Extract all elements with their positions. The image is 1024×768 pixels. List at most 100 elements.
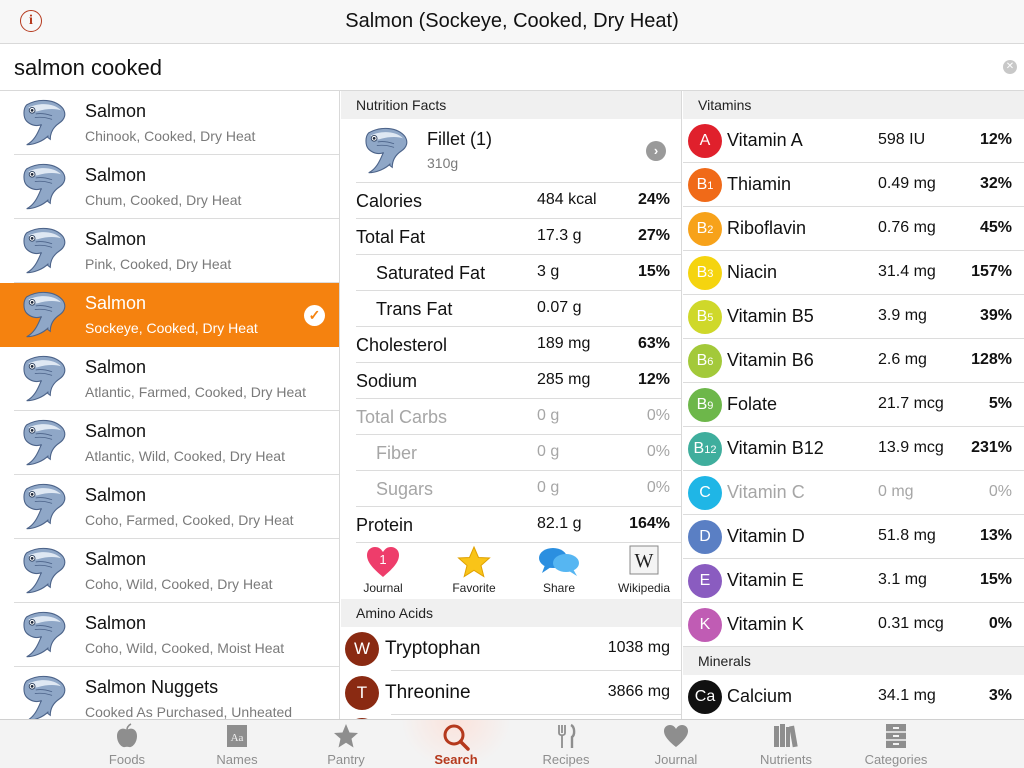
wikipedia-button[interactable]: W Wikipedia xyxy=(609,543,679,599)
amino-row[interactable]: T Threonine 3866 mg xyxy=(341,671,681,715)
nutrient-percent: 12% xyxy=(637,371,670,388)
serving-selector[interactable]: Fillet (1) 310g › xyxy=(341,119,681,183)
fish-thumbnail xyxy=(14,287,72,343)
vitamin-row[interactable]: A Vitamin A 598 IU 12% xyxy=(683,119,1024,163)
vitamin-row[interactable]: B6 Vitamin B6 2.6 mg 128% xyxy=(683,339,1024,383)
fish-icon xyxy=(23,163,66,210)
nutrient-row[interactable]: Calories 484 kcal 24% xyxy=(341,183,681,219)
list-item[interactable]: Salmon Coho, Wild, Cooked, Moist Heat xyxy=(0,603,339,667)
list-item[interactable]: Salmon Atlantic, Farmed, Cooked, Dry Heat xyxy=(0,347,339,411)
nutrient-row[interactable]: Trans Fat 0.07 g xyxy=(341,291,681,327)
vitamin-badge-number: 5 xyxy=(707,312,714,324)
tab-journal[interactable]: Journal xyxy=(621,720,731,768)
vitamin-row[interactable]: B9 Folate 21.7 mcg 5% xyxy=(683,383,1024,427)
vitamin-row[interactable]: C Vitamin C 0 mg 0% xyxy=(683,471,1024,515)
vitamin-row[interactable]: B5 Vitamin B5 3.9 mg 39% xyxy=(683,295,1024,339)
tab-nutrients[interactable]: Nutrients xyxy=(731,720,841,768)
food-description: Coho, Wild, Cooked, Moist Heat xyxy=(85,640,285,656)
tab-names[interactable]: Aa Names xyxy=(182,720,292,768)
tab-foods[interactable]: Foods xyxy=(72,720,182,768)
tab-categories[interactable]: Categories xyxy=(841,720,951,768)
nutrient-value: 0 g xyxy=(537,443,560,460)
vitamin-name: Vitamin D xyxy=(727,526,805,546)
list-item[interactable]: Salmon Nuggets Cooked As Purchased, Unhea… xyxy=(0,667,339,719)
vitamin-value: 2.6 mg xyxy=(878,351,927,368)
fish-thumbnail xyxy=(14,415,72,471)
tab-recipes[interactable]: Recipes xyxy=(511,720,621,768)
vitamin-badge: B5 xyxy=(688,300,722,334)
fish-icon xyxy=(23,355,66,402)
nutrient-row[interactable]: Fiber 0 g 0% xyxy=(341,435,681,471)
amino-badge: W xyxy=(345,632,379,666)
nutrient-row[interactable]: Protein 82.1 g 164% xyxy=(341,507,681,543)
mineral-badge: Ca xyxy=(688,680,722,714)
list-item[interactable]: Salmon Coho, Wild, Cooked, Dry Heat xyxy=(0,539,339,603)
vitamin-percent: 12% xyxy=(979,131,1012,148)
fish-icon xyxy=(23,547,66,594)
nutrient-row[interactable]: Sodium 285 mg 12% xyxy=(341,363,681,399)
list-item[interactable]: Salmon Chum, Cooked, Dry Heat xyxy=(0,155,339,219)
list-item[interactable]: Salmon Pink, Cooked, Dry Heat xyxy=(0,219,339,283)
nutrient-value: 82.1 g xyxy=(537,515,582,532)
divider xyxy=(14,474,339,475)
vitamin-row[interactable]: B1 Thiamin 0.49 mg 32% xyxy=(683,163,1024,207)
clear-search-icon[interactable]: ✕ xyxy=(1003,60,1017,74)
amino-badge-peek xyxy=(345,718,379,719)
fork-knife-icon xyxy=(553,723,579,754)
vitamin-row[interactable]: B3 Niacin 31.4 mg 157% xyxy=(683,251,1024,295)
nutrient-percent: 0% xyxy=(646,479,670,496)
info-icon[interactable]: i xyxy=(20,10,42,32)
list-item[interactable]: Salmon Sockeye, Cooked, Dry Heat ✓ xyxy=(0,283,339,347)
mineral-percent: 3% xyxy=(988,687,1012,704)
vitamin-row[interactable]: K Vitamin K 0.31 mcg 0% xyxy=(683,603,1024,647)
vitamin-badge-number: 3 xyxy=(707,268,714,280)
nutrient-name: Sugars xyxy=(376,479,434,499)
svg-text:Aa: Aa xyxy=(231,732,244,744)
nutrient-name: Sodium xyxy=(356,371,418,391)
share-button[interactable]: Share xyxy=(524,543,594,599)
list-item[interactable]: Salmon Chinook, Cooked, Dry Heat xyxy=(0,91,339,155)
vitamin-badge: B3 xyxy=(688,256,722,290)
nutrient-name: Cholesterol xyxy=(356,335,448,355)
chevron-right-icon[interactable]: › xyxy=(646,141,666,161)
search-input[interactable] xyxy=(14,51,974,85)
tab-search[interactable]: Search xyxy=(401,720,511,768)
nutrient-row[interactable]: Sugars 0 g 0% xyxy=(341,471,681,507)
nutrient-value: 17.3 g xyxy=(537,227,582,244)
divider xyxy=(683,470,1024,471)
vitamin-row[interactable]: B2 Riboflavin 0.76 mg 45% xyxy=(683,207,1024,251)
nutrient-row[interactable]: Total Carbs 0 g 0% xyxy=(341,399,681,435)
food-description: Coho, Wild, Cooked, Dry Heat xyxy=(85,576,273,592)
food-name: Salmon xyxy=(85,421,147,441)
divider xyxy=(683,426,1024,427)
vitamin-badge-number: 9 xyxy=(707,400,714,412)
nutrient-value: 3 g xyxy=(537,263,560,280)
vitamin-row[interactable]: E Vitamin E 3.1 mg 15% xyxy=(683,559,1024,603)
food-list[interactable]: Salmon Chinook, Cooked, Dry Heat Salmon Chu… xyxy=(0,91,340,719)
journal-button[interactable]: 1 Journal xyxy=(348,543,418,599)
vitamin-row[interactable]: D Vitamin D 51.8 mg 13% xyxy=(683,515,1024,559)
vitamin-row[interactable]: B12 Vitamin B12 13.9 mcg 231% xyxy=(683,427,1024,471)
tab-pantry[interactable]: Pantry xyxy=(291,720,401,768)
fish-icon xyxy=(365,127,408,174)
vitamin-percent: 231% xyxy=(971,439,1012,456)
list-item[interactable]: Salmon Atlantic, Wild, Cooked, Dry Heat xyxy=(0,411,339,475)
divider xyxy=(356,218,681,219)
vitamin-value: 3.1 mg xyxy=(878,571,927,588)
list-item[interactable]: Salmon Coho, Farmed, Cooked, Dry Heat xyxy=(0,475,339,539)
divider xyxy=(391,670,681,671)
nutrient-row[interactable]: Total Fat 17.3 g 27% xyxy=(341,219,681,255)
nutrient-row[interactable]: Cholesterol 189 mg 63% xyxy=(341,327,681,363)
food-name: Salmon xyxy=(85,165,147,185)
favorite-button[interactable]: Favorite xyxy=(439,543,509,599)
journal-count-badge: 1 xyxy=(379,552,386,567)
nutrient-name: Protein xyxy=(356,515,414,535)
food-name: Salmon xyxy=(85,485,147,505)
mineral-row[interactable]: Ca Calcium 34.1 mg 3% xyxy=(683,675,1024,719)
heart-icon xyxy=(662,723,690,754)
divider xyxy=(683,602,1024,603)
amino-row[interactable]: W Tryptophan 1038 mg xyxy=(341,627,681,671)
action-label: Journal xyxy=(363,581,403,595)
nutrient-row[interactable]: Saturated Fat 3 g 15% xyxy=(341,255,681,291)
vitamin-value: 0.31 mcg xyxy=(878,615,944,632)
